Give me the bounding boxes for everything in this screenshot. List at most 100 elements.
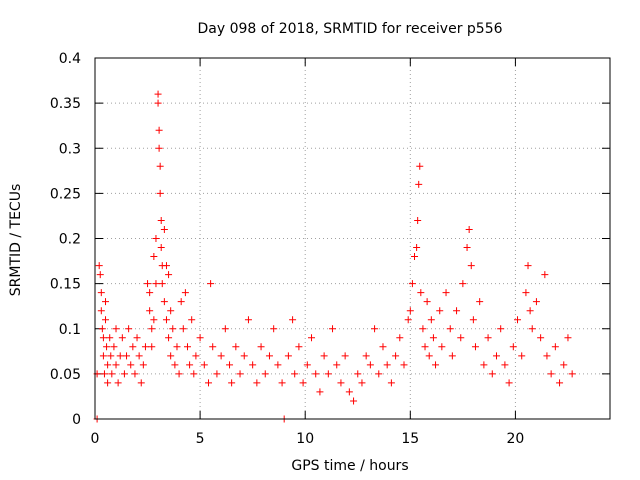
data-point [162,262,170,270]
data-point [505,379,513,387]
data-point [154,90,162,98]
data-point [492,352,500,360]
data-point [221,325,229,333]
data-point [173,343,181,351]
data-point [514,316,522,324]
x-tick-labels: 0 5 10 15 20 [91,431,525,447]
data-point [354,370,362,378]
data-point [139,361,147,369]
data-point [528,325,536,333]
data-point [524,262,532,270]
data-point [205,379,213,387]
data-point [112,325,120,333]
x-axis-title: GPS time / hours [291,458,408,474]
data-point [253,379,261,387]
data-point [261,370,269,378]
data-point [257,343,265,351]
y-tick-labels: 0 0.05 0.1 0.15 0.2 0.25 0.3 0.35 0.4 [50,51,81,428]
data-point [108,370,116,378]
data-point [448,352,456,360]
data-point [284,352,292,360]
data-point [175,370,183,378]
data-point [551,343,559,351]
data-point [467,262,475,270]
data-point [270,325,278,333]
data-point [408,280,416,288]
data-point [150,316,158,324]
data-point [299,379,307,387]
data-point [207,280,215,288]
data-point [98,325,106,333]
data-point [358,379,366,387]
data-point [160,298,168,306]
data-point [104,361,112,369]
data-point [350,397,358,405]
data-point [188,316,196,324]
data-point [155,126,163,134]
data-point [417,289,425,297]
data-point [135,352,143,360]
data-point [152,280,160,288]
data-point [421,343,429,351]
data-point [160,225,168,233]
data-point [337,379,345,387]
data-point [320,352,328,360]
data-point [438,343,446,351]
data-point [148,325,156,333]
data-point [341,352,349,360]
data-point [465,225,473,233]
data-point [423,298,431,306]
data-point [131,370,139,378]
data-point [480,361,488,369]
data-point [154,99,162,107]
data-points [93,90,576,423]
data-point [371,325,379,333]
data-point [249,361,257,369]
x-tick-label: 0 [91,431,100,447]
data-point [120,370,128,378]
data-point [459,280,467,288]
data-point [497,325,505,333]
data-point [308,334,316,342]
x-tick-label: 20 [506,431,524,447]
data-point [411,253,419,261]
data-point [146,307,154,315]
data-point [186,361,194,369]
data-point [345,388,353,396]
data-point [99,352,107,360]
data-point [425,352,433,360]
data-point [432,361,440,369]
y-tick-label: 0 [72,412,81,428]
data-point [169,325,177,333]
grid-lines [95,58,610,419]
data-point [543,352,551,360]
data-point [99,334,107,342]
data-point [419,325,427,333]
data-point [116,352,124,360]
y-tick-label: 0.2 [59,232,81,248]
data-point [375,370,383,378]
data-point [509,343,517,351]
data-point [157,216,165,224]
data-point [137,379,145,387]
data-point [329,325,337,333]
data-point [150,253,158,261]
data-point [177,298,185,306]
data-point [183,343,191,351]
y-tick-label: 0.4 [59,51,81,67]
data-point [171,361,179,369]
data-point [217,352,225,360]
data-point [392,352,400,360]
data-point [236,370,244,378]
data-point [415,180,423,188]
x-tick-label: 5 [196,431,205,447]
data-point [200,361,208,369]
data-point [265,352,273,360]
data-point [532,298,540,306]
data-point [537,334,545,342]
data-point [324,370,332,378]
data-point [179,325,187,333]
y-axis-title: SRMTID / TECUs [8,184,24,297]
data-point [429,334,437,342]
data-point [526,307,534,315]
